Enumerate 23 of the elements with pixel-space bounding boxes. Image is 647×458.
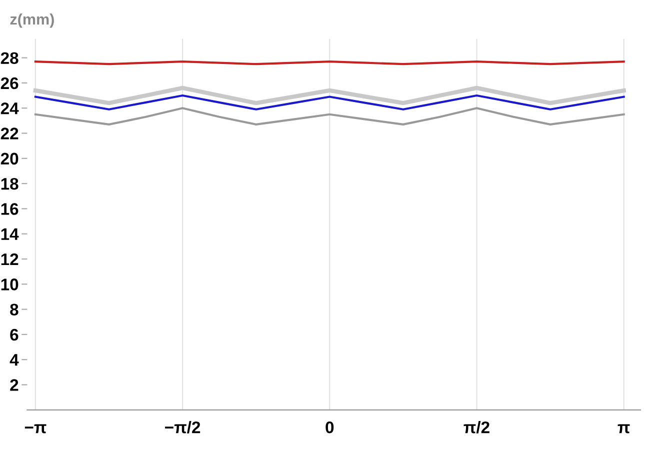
y-tick-label: 24 [0,102,19,114]
y-tick-label: 2 [10,379,18,391]
y-tick-label: 4 [10,354,19,366]
y-tick-label: 10 [1,278,18,290]
y-tick-label: 14 [1,228,19,240]
y-tick-label: 6 [10,328,18,341]
y-tick-label: 20 [0,152,18,165]
x-tick-label: π [618,424,630,434]
y-tick-label: 22 [0,128,18,140]
x-tick-label: π/2 [464,421,490,434]
y-tick-label: 16 [1,203,18,215]
line-series [34,94,625,110]
y-axis-title: z(mm) [10,13,54,28]
x-tick-label: −π/2 [165,421,200,434]
y-tick-label: 18 [1,178,18,190]
x-tick-label: 0 [326,421,334,434]
line-series [33,86,626,106]
y-tick-label: 12 [1,253,18,266]
x-tick-label: −π [24,424,46,434]
y-tick-label: 26 [0,77,18,90]
line-series [34,107,625,126]
y-tick-label: 28 [0,52,18,64]
y-tick-label: 8 [10,304,18,316]
